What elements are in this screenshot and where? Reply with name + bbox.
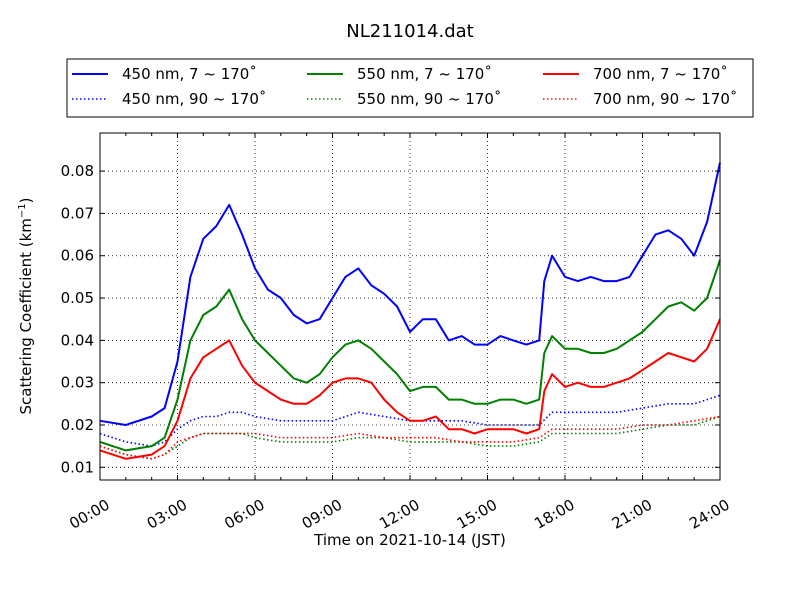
legend-label: 700 nm, 90 ~ 170˚ — [593, 90, 737, 108]
legend-box — [66, 58, 754, 118]
x-axis-label: Time on 2021-10-14 (JST) — [313, 531, 506, 549]
series-line-700-nm-90 — [99, 415, 721, 460]
legend-label: 700 nm, 7 ~ 170˚ — [593, 65, 728, 83]
legend-label: 550 nm, 7 ~ 170˚ — [357, 65, 492, 83]
legend: 450 nm, 7 ~ 170˚ 450 nm, 90 ~ 170˚ 550 nm,… — [66, 58, 754, 118]
legend-label: 450 nm, 7 ~ 170˚ — [122, 65, 257, 83]
y-axis-label-main: Scattering Coefficient (km — [17, 218, 35, 414]
x-tick-label: 24:00 — [686, 496, 732, 533]
y-tick-label: 0.01 — [61, 458, 94, 476]
y-axis-label-close: ) — [17, 197, 35, 203]
y-tick-label: 0.04 — [61, 331, 94, 349]
x-tick-label: 09:00 — [299, 496, 345, 533]
x-tick-label: 15:00 — [454, 496, 500, 533]
y-axis-label: Scattering Coefficient (km−1) — [17, 197, 35, 414]
x-tick-label: 12:00 — [376, 496, 422, 533]
axis-ticks: 00:00 03:00 06:00 09:00 12:00 15:00 18:00 21:00… — [61, 133, 733, 533]
y-tick-label: 0.07 — [61, 204, 94, 222]
legend-label: 450 nm, 90 ~ 170˚ — [122, 90, 266, 108]
legend-label: 550 nm, 90 ~ 170˚ — [357, 90, 501, 108]
series-line-550-nm-7 — [99, 259, 721, 452]
x-tick-label: 06:00 — [221, 496, 267, 533]
x-tick-label: 21:00 — [609, 496, 655, 533]
chart-title: NL211014.dat — [346, 21, 473, 42]
y-tick-label: 0.06 — [61, 247, 94, 265]
series-line-550-nm-90 — [99, 415, 721, 460]
x-tick-label: 00:00 — [66, 496, 112, 533]
y-tick-label: 0.08 — [61, 162, 94, 180]
series-line-450-nm-90 — [99, 394, 721, 447]
series-line-700-nm-7 — [99, 318, 721, 460]
series-line-450-nm-7 — [99, 162, 721, 426]
y-tick-label: 0.05 — [61, 289, 94, 307]
y-axis-label-exponent: −1 — [17, 203, 28, 218]
series-lines — [99, 162, 721, 460]
x-tick-label: 03:00 — [144, 496, 190, 533]
y-tick-label: 0.02 — [61, 416, 94, 434]
y-tick-label: 0.03 — [61, 374, 94, 392]
x-tick-label: 18:00 — [531, 496, 577, 533]
